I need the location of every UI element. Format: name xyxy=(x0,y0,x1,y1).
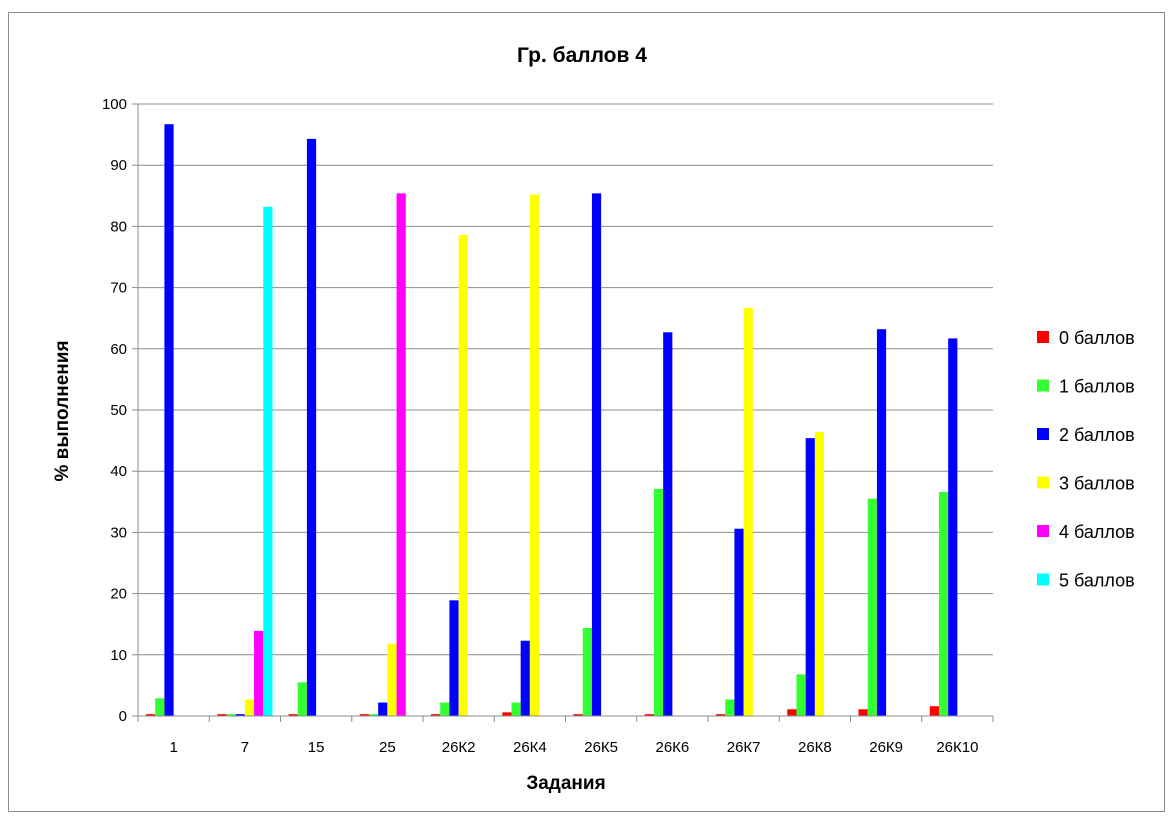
bar xyxy=(938,492,949,716)
x-tick-label: 26К7 xyxy=(727,739,761,756)
bar xyxy=(387,643,397,716)
y-tick-label: 40 xyxy=(110,463,127,480)
bar xyxy=(244,699,255,716)
gridlines xyxy=(132,103,993,717)
bar xyxy=(359,714,369,716)
bar xyxy=(858,709,868,716)
bar xyxy=(226,714,236,716)
axes xyxy=(137,104,994,722)
bar xyxy=(440,702,450,716)
bar xyxy=(217,714,227,716)
y-tick-label: 10 xyxy=(110,647,127,664)
legend: 0 баллов 1 баллов 2 баллов 3 баллов 4 баллов… xyxy=(1037,328,1135,591)
bar xyxy=(396,193,406,717)
x-tick-label: 1 xyxy=(169,739,177,756)
bar xyxy=(155,698,165,716)
x-tick-label: 26К5 xyxy=(584,739,618,756)
y-tick-label: 100 xyxy=(102,96,127,113)
legend-label: 1 баллов xyxy=(1059,377,1135,397)
x-tick-label: 26К10 xyxy=(936,739,978,756)
y-tick-label: 20 xyxy=(110,586,127,603)
x-tick-label: 26К6 xyxy=(655,739,689,756)
bar xyxy=(573,714,583,716)
x-tick-label: 7 xyxy=(241,739,249,756)
y-tick-labels: 0 10 20 30 40 50 60 70 80 90 100 xyxy=(102,96,127,725)
x-tick-label: 26К9 xyxy=(869,739,903,756)
x-tick-label: 26К2 xyxy=(442,739,476,756)
legend-swatch xyxy=(1037,476,1049,489)
legend-label: 3 баллов xyxy=(1059,474,1135,494)
bar xyxy=(502,712,512,716)
bar xyxy=(867,498,877,716)
x-tick-label: 25 xyxy=(379,739,396,756)
bar xyxy=(164,124,174,717)
bar xyxy=(814,432,825,716)
bar xyxy=(876,329,887,716)
y-tick-label: 70 xyxy=(110,280,127,297)
legend-swatch xyxy=(1037,331,1049,343)
chart-title: Гр. баллов 4 xyxy=(517,44,647,67)
y-axis-title: % выполнения xyxy=(52,340,73,481)
y-tick-label: 30 xyxy=(110,524,127,541)
bar xyxy=(235,714,245,716)
bar xyxy=(787,709,797,716)
bar xyxy=(582,627,592,716)
bar xyxy=(644,714,654,716)
y-tick-label: 80 xyxy=(110,218,127,235)
bar xyxy=(458,234,468,716)
bar xyxy=(796,674,806,716)
bar xyxy=(368,714,379,716)
legend-swatch xyxy=(1037,379,1049,392)
x-tick-label: 15 xyxy=(308,739,325,756)
bar xyxy=(663,332,673,716)
y-tick-label: 0 xyxy=(119,708,127,725)
bar xyxy=(520,640,530,716)
bar xyxy=(254,630,264,716)
bar xyxy=(146,714,156,716)
bar xyxy=(734,528,744,716)
y-tick-label: 60 xyxy=(110,341,127,358)
bars xyxy=(146,124,958,717)
bar xyxy=(263,206,273,717)
bar xyxy=(805,438,815,716)
bar xyxy=(743,307,753,716)
bar xyxy=(929,706,939,716)
legend-swatch xyxy=(1037,525,1049,537)
bar xyxy=(431,714,441,716)
legend-label: 4 баллов xyxy=(1059,522,1135,542)
x-tick-label: 26К8 xyxy=(798,739,832,756)
x-tick-labels: 1 7 15 25 26К2 26К4 26К5 26К6 26К7 26К8 26К9 26К10 xyxy=(169,739,978,756)
bar xyxy=(297,682,307,716)
bar xyxy=(288,714,298,716)
y-tick-label: 90 xyxy=(110,157,127,174)
bar xyxy=(653,488,664,716)
bar xyxy=(511,702,521,716)
bar xyxy=(449,600,459,716)
bar xyxy=(716,714,726,716)
legend-label: 2 баллов xyxy=(1059,425,1135,445)
y-tick-label: 50 xyxy=(110,402,127,419)
bar xyxy=(948,338,958,716)
x-axis-title: Задания xyxy=(526,773,605,794)
bar xyxy=(591,193,602,717)
x-tick-label: 26К4 xyxy=(513,739,547,756)
bar xyxy=(378,702,388,716)
legend-swatch xyxy=(1037,428,1049,440)
bar xyxy=(529,194,540,717)
legend-label: 0 баллов xyxy=(1059,328,1135,348)
legend-swatch xyxy=(1037,573,1049,586)
legend-label: 5 баллов xyxy=(1059,571,1135,591)
bar xyxy=(725,699,735,716)
bar xyxy=(306,138,317,716)
